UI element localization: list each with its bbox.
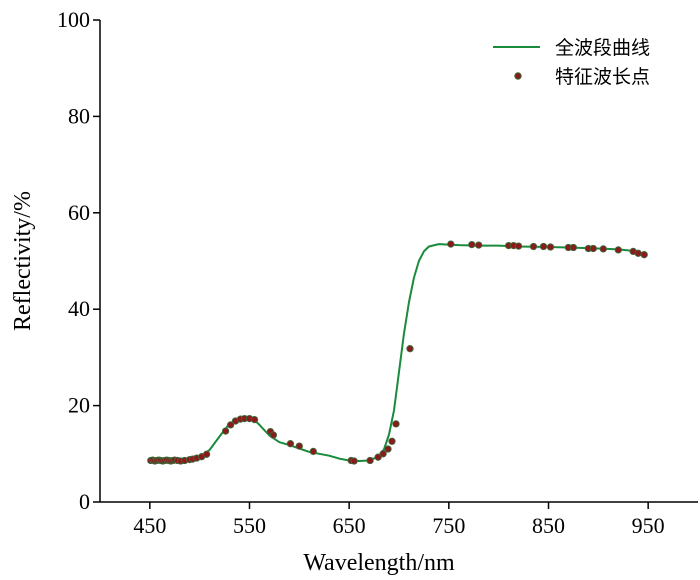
feature-point (384, 445, 392, 453)
feature-point (269, 431, 278, 439)
y-tick-label: 100 (57, 7, 90, 32)
feature-point (202, 450, 211, 458)
feature-point (468, 240, 476, 249)
feature-point (569, 243, 578, 252)
feature-point (388, 437, 396, 445)
x-tick-label: 750 (432, 513, 465, 538)
feature-point (447, 240, 455, 248)
feature-point (589, 244, 597, 253)
feature-point (514, 242, 523, 250)
feature-point (379, 450, 387, 458)
feature-point (350, 457, 358, 465)
y-tick-label: 0 (79, 489, 90, 514)
feature-point (529, 242, 538, 251)
x-tick-label: 550 (233, 513, 266, 538)
legend-point-swatch (514, 72, 522, 80)
feature-point (295, 442, 303, 450)
feature-point (366, 456, 374, 465)
feature-point (392, 420, 400, 428)
feature-point (286, 440, 295, 448)
feature-point (475, 241, 483, 249)
y-tick-label: 20 (68, 393, 90, 418)
feature-point (640, 251, 648, 259)
x-tick-label: 450 (133, 513, 166, 538)
y-tick-label: 80 (68, 103, 90, 128)
feature-point (309, 447, 317, 456)
feature-point (221, 427, 230, 435)
legend-label-feature-points: 特征波长点 (555, 66, 650, 88)
legend: 全波段曲线 特征波长点 (493, 37, 650, 88)
plot-area (147, 240, 648, 465)
feature-point (250, 415, 259, 424)
x-tick-label: 850 (532, 513, 565, 538)
axes (99, 20, 698, 503)
y-axis-title: Reflectivity/% (10, 191, 36, 331)
feature-point (539, 242, 548, 251)
x-axis-title: Wavelength/nm (303, 550, 455, 576)
legend-label-full-band: 全波段曲线 (555, 37, 650, 59)
ticks: 0 20 40 60 80 100 450 550 650 750 850 950 (57, 7, 665, 538)
feature-point (546, 243, 555, 251)
feature-point (599, 245, 607, 253)
feature-point (614, 246, 622, 254)
feature-point (374, 453, 382, 461)
x-tick-label: 950 (632, 513, 665, 538)
y-tick-label: 60 (68, 200, 90, 225)
x-tick-label: 650 (333, 513, 366, 538)
feature-point (634, 249, 642, 257)
feature-point (406, 345, 414, 353)
feature-point (226, 421, 235, 429)
y-tick-label: 40 (68, 296, 90, 321)
